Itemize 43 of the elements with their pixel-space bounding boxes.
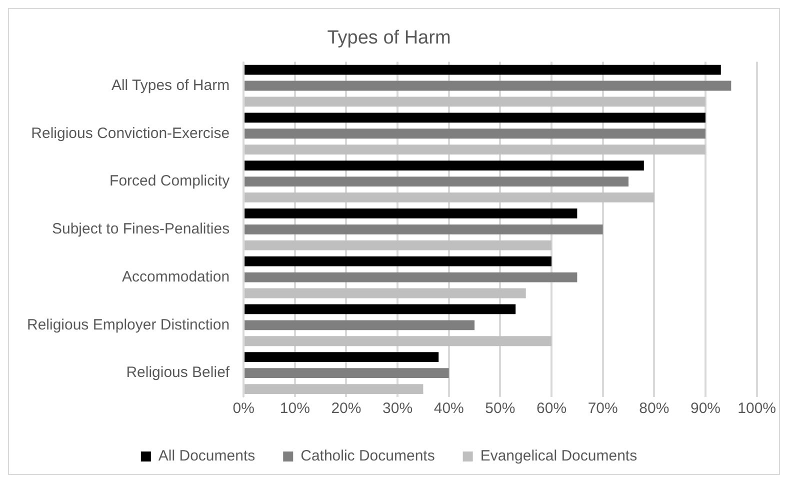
bar — [244, 384, 424, 394]
x-tick-label: 60% — [536, 400, 567, 418]
x-tick-label: 50% — [485, 400, 516, 418]
bar — [244, 80, 732, 91]
legend-label: Evangelical Documents — [480, 448, 638, 465]
bar — [244, 224, 603, 234]
x-tick-label: 0% — [232, 400, 254, 418]
y-tick-label: Accommodation — [122, 268, 230, 286]
bar — [244, 144, 706, 155]
x-tick-label: 10% — [280, 400, 310, 418]
bar — [244, 128, 706, 139]
bar — [244, 272, 578, 282]
x-tick-label: 100% — [738, 400, 776, 418]
legend-label: All Documents — [158, 448, 256, 465]
x-tick-label: 70% — [588, 400, 618, 418]
bar — [244, 304, 516, 314]
x-tick-label: 40% — [434, 400, 464, 418]
bar — [244, 320, 475, 330]
bar — [244, 208, 578, 218]
bar — [244, 368, 449, 378]
y-tick-label: All Types of Harm — [111, 76, 230, 94]
y-tick-label: Forced Complicity — [110, 172, 230, 190]
bar — [244, 112, 706, 123]
x-tick-label: 30% — [382, 400, 413, 418]
bar — [244, 288, 526, 298]
x-tick-label: 80% — [639, 400, 670, 418]
bar — [244, 352, 439, 362]
bar — [244, 160, 644, 170]
legend-label: Catholic Documents — [300, 448, 435, 465]
bar — [244, 336, 552, 346]
x-tick-label: 20% — [331, 400, 362, 418]
bar — [244, 176, 629, 186]
y-tick-label: Religious Belief — [126, 364, 230, 382]
bar — [244, 64, 721, 75]
bar — [244, 256, 552, 266]
bar — [244, 96, 706, 107]
chart-title: Types of Harm — [327, 28, 451, 49]
bar — [244, 240, 552, 250]
bar — [244, 192, 654, 202]
y-tick-label: Religious Conviction-Exercise — [31, 124, 230, 142]
y-tick-label: Subject to Fines-Penalities — [52, 220, 230, 238]
y-tick-label: Religious Employer Distinction — [26, 316, 230, 334]
x-tick-label: 90% — [690, 400, 721, 418]
